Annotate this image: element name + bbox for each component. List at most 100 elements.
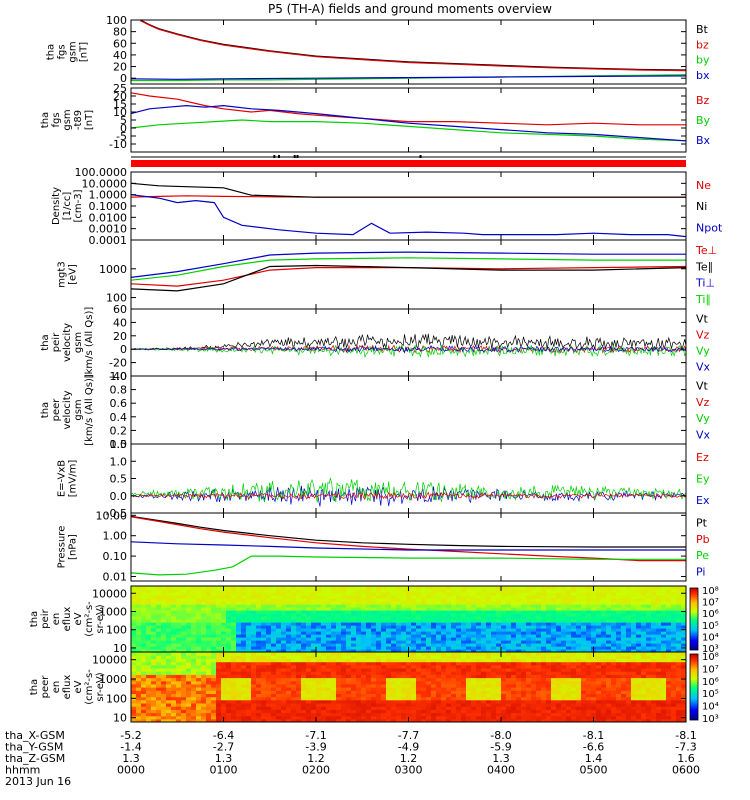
heatmap-cell (371, 677, 377, 682)
heatmap-cell (561, 709, 567, 714)
heatmap-cell (161, 655, 167, 659)
heatmap-cell (391, 604, 397, 608)
heatmap-cell (656, 616, 662, 620)
heatmap-cell (401, 715, 407, 720)
heatmap-cell (501, 613, 507, 617)
heatmap-cell (321, 601, 327, 605)
heatmap-cell (671, 625, 677, 629)
heatmap-cell (371, 595, 377, 599)
heatmap-cell (501, 699, 507, 704)
heatmap-cell (216, 628, 222, 632)
heatmap-cell (586, 715, 592, 720)
heatmap-cell (471, 616, 477, 620)
heatmap-cell (226, 718, 232, 722)
heatmap-cell (651, 586, 657, 590)
heatmap-cell (676, 586, 682, 590)
heatmap-cell (396, 649, 402, 652)
series-line-Pb (131, 516, 686, 562)
heatmap-cell (376, 589, 382, 593)
heatmap-cell (261, 607, 267, 611)
heatmap-cell (576, 628, 582, 632)
heatmap-cell (411, 712, 417, 717)
heatmap-cell (236, 655, 242, 659)
heatmap-cell (676, 634, 682, 638)
heatmap-cell (521, 625, 527, 629)
heatmap-cell (261, 595, 267, 599)
heatmap-cell (461, 699, 467, 704)
heatmap-cell (201, 643, 207, 647)
heatmap-cell (581, 643, 587, 647)
heatmap-cell (386, 661, 392, 666)
heatmap-cell (321, 619, 327, 623)
heatmap-cell (326, 709, 332, 714)
heatmap-cell (316, 586, 322, 590)
ytick-label-p8: 0.10 (103, 550, 128, 563)
heatmap-cell (306, 631, 312, 635)
heatmap-cell (401, 610, 407, 614)
heatmap-cell (636, 607, 642, 611)
heatmap-cell (191, 674, 197, 679)
heatmap-cell (411, 631, 417, 635)
heatmap-cell (551, 696, 557, 701)
heatmap-cell (311, 631, 317, 635)
heatmap-cell (371, 709, 377, 714)
heatmap-cell (351, 712, 357, 717)
heatmap-cell (231, 667, 237, 672)
heatmap-cell (621, 622, 627, 626)
heatmap-cell (676, 637, 682, 641)
heatmap-cell (431, 622, 437, 626)
heatmap-cell (511, 715, 517, 720)
heatmap-cell (606, 604, 612, 608)
heatmap-cell (216, 625, 222, 629)
heatmap-cell (416, 658, 422, 663)
heatmap-cell (606, 589, 612, 593)
heatmap-cell (436, 687, 442, 691)
heatmap-cell (671, 643, 677, 647)
heatmap-cell (321, 595, 327, 599)
heatmap-cell (566, 625, 572, 629)
heatmap-cell (391, 702, 397, 707)
heatmap-cell (436, 671, 442, 675)
heatmap-cell (611, 674, 617, 679)
heatmap-cell (516, 619, 522, 623)
heatmap-cell (201, 637, 207, 641)
heatmap-cell (231, 610, 237, 614)
heatmap-cell (176, 601, 182, 605)
heatmap-cell (131, 586, 137, 590)
heatmap-cell (191, 664, 197, 669)
heatmap-cell (486, 687, 492, 691)
heatmap-cell (566, 667, 572, 672)
heatmap-cell (551, 598, 557, 602)
heatmap-cell (541, 674, 547, 679)
heatmap-cell (186, 664, 192, 669)
heatmap-cell (171, 715, 177, 720)
heatmap-cell (166, 601, 172, 605)
heatmap-cell (596, 622, 602, 626)
heatmap-cell (336, 671, 342, 675)
heatmap-cell (261, 643, 267, 647)
heatmap-cell (421, 631, 427, 635)
series-line-Te∥ (131, 264, 686, 292)
heatmap-cell (606, 643, 612, 647)
heatmap-cell (291, 718, 297, 722)
heatmap-cell (441, 664, 447, 669)
heatmap-cell (256, 671, 262, 675)
heatmap-cell (366, 637, 372, 641)
heatmap-cell (501, 677, 507, 682)
heatmap-cell (206, 628, 212, 632)
colorbar-label-p9: 10⁶ (702, 609, 719, 620)
heatmap-cell (561, 687, 567, 691)
heatmap-cell (271, 655, 277, 659)
heatmap-cell (661, 631, 667, 635)
heatmap-cell (191, 696, 197, 701)
heatmap-cell (436, 709, 442, 714)
heatmap-cell (436, 699, 442, 704)
heatmap-cell (346, 706, 352, 710)
heatmap-cell (511, 667, 517, 672)
heatmap-cell (206, 598, 212, 602)
heatmap-cell (156, 699, 162, 704)
heatmap-cell (641, 616, 647, 620)
heatmap-cell (366, 643, 372, 647)
heatmap-cell (386, 622, 392, 626)
heatmap-cell (336, 598, 342, 602)
